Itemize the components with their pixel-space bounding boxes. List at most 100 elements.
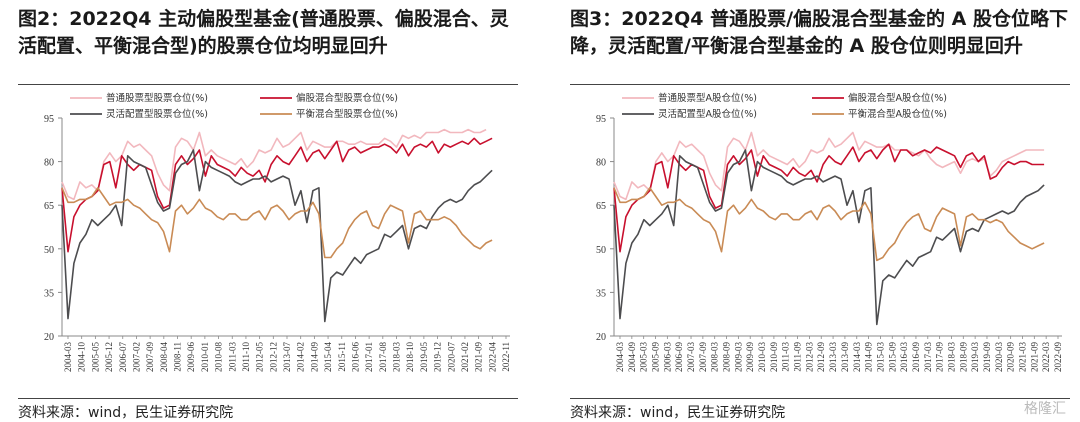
y-tick-label: 95 [44, 114, 54, 125]
source-note: 资料来源：wind，民生证券研究院 [18, 405, 234, 421]
x-tick-label: 2020-09 [1006, 342, 1016, 372]
legend-label: 灵活配置型股票仓位(%) [106, 108, 208, 120]
y-tick-label: 65 [44, 201, 54, 212]
x-tick-label: 2012-09 [816, 342, 826, 372]
x-tick-label: 2022-11 [501, 342, 511, 372]
x-tick-label: 2008-11 [173, 342, 183, 372]
x-tick-label: 2012-12 [268, 342, 278, 372]
y-tick-label: 95 [596, 114, 606, 125]
x-tick-label: 2022-04 [487, 342, 497, 372]
x-tick-label: 2015-11 [337, 342, 347, 372]
line-chart: 20 35 50 65 80 95 2004-03 2004-10 2005-05 2005-12… [44, 92, 511, 372]
x-tick-label: 2014-09 [309, 342, 319, 372]
series-line-2 [61, 149, 493, 323]
legend-label: 平衡混合型股票仓位(%) [296, 108, 398, 120]
x-tick-label: 2011-03 [227, 342, 237, 372]
x-tick-label: 2019-09 [982, 342, 992, 372]
x-tick-label: 2021-03 [1017, 342, 1027, 372]
x-tick-label: 2021-09 [474, 342, 484, 372]
watermark: 格隆汇 [1024, 401, 1066, 417]
x-tick-label: 2011-10 [241, 342, 251, 372]
source-divider [18, 398, 518, 399]
x-tick-label: 2020-03 [994, 342, 1004, 372]
x-tick-label: 2009-03 [733, 342, 743, 372]
x-tick-label: 2012-03 [804, 342, 814, 372]
x-tick-label: 2014-03 [852, 342, 862, 372]
source-divider [570, 398, 1070, 399]
x-tick-label: 2021-02 [460, 342, 470, 372]
y-tick-label: 80 [596, 158, 606, 169]
y-tick-label: 80 [44, 158, 54, 169]
x-tick-label: 2017-01 [364, 342, 374, 372]
x-tick-label: 2007-02 [131, 342, 141, 372]
chart-panel-left: 图2：2022Q4 主动偏股型基金(普通股票、偏股混合、灵活配置、平衡混合型)的… [0, 0, 528, 422]
x-tick-label: 2013-03 [828, 342, 838, 372]
x-tick-label: 2019-12 [433, 342, 443, 372]
legend-label: 普通股票型股票仓位(%) [106, 92, 208, 104]
chart-title: 图3：2022Q4 普通股票/偏股混合型基金的 A 股仓位略下降，灵活配置/平衡… [570, 8, 1068, 57]
x-tick-label: 2016-09 [911, 342, 921, 372]
x-tick-label: 2006-03 [662, 342, 672, 372]
series-line-3 [613, 187, 1045, 262]
x-tick-label: 2018-03 [392, 342, 402, 372]
series-line-0 [613, 131, 1045, 201]
y-tick-label: 65 [596, 201, 606, 212]
x-tick-label: 2018-09 [958, 342, 968, 372]
y-tick-label: 35 [596, 288, 606, 299]
x-tick-label: 2012-05 [255, 342, 265, 372]
y-tick-label: 20 [44, 332, 54, 343]
series-line-3 [61, 187, 493, 259]
x-tick-label: 2005-05 [90, 342, 100, 372]
x-tick-label: 2011-03 [781, 342, 791, 372]
x-tick-label: 2006-09 [674, 342, 684, 372]
legend-label: 偏股混合型股票仓位(%) [296, 92, 398, 104]
x-tick-label: 2010-01 [200, 342, 210, 372]
x-tick-label: 2010-09 [769, 342, 779, 372]
x-tick-label: 2004-03 [63, 342, 73, 372]
x-tick-label: 2020-07 [446, 342, 456, 372]
x-tick-label: 2013-07 [282, 342, 292, 372]
title-divider [570, 84, 1070, 85]
x-tick-label: 2015-09 [887, 342, 897, 372]
x-tick-label: 2010-08 [214, 342, 224, 372]
x-tick-label: 2006-07 [118, 342, 128, 372]
legend-label: 平衡混合型A股仓位(%) [848, 108, 947, 120]
x-tick-label: 2008-09 [722, 342, 732, 372]
x-tick-label: 2017-08 [378, 342, 388, 372]
x-tick-label: 2014-09 [864, 342, 874, 372]
x-tick-label: 2021-09 [1029, 342, 1039, 372]
legend-label: 普通股票型A股仓位(%) [658, 92, 757, 104]
x-tick-label: 2005-03 [639, 342, 649, 372]
x-tick-label: 2007-09 [698, 342, 708, 372]
y-tick-label: 20 [596, 332, 606, 343]
x-tick-label: 2005-09 [651, 342, 661, 372]
title-divider [18, 84, 518, 85]
x-tick-label: 2004-10 [77, 342, 87, 372]
legend-label: 灵活配置型A股仓位(%) [658, 108, 757, 120]
x-tick-label: 2022-09 [1053, 342, 1063, 372]
x-tick-label: 2008-04 [159, 342, 169, 372]
series-line-1 [613, 143, 1045, 253]
x-tick-label: 2007-03 [686, 342, 696, 372]
x-tick-label: 2010-03 [757, 342, 767, 372]
x-tick-label: 2009-06 [186, 342, 196, 372]
chart-panel-right: 图3：2022Q4 普通股票/偏股混合型基金的 A 股仓位略下降，灵活配置/平衡… [552, 0, 1080, 422]
x-tick-label: 2014-02 [296, 342, 306, 372]
x-tick-label: 2015-04 [323, 342, 333, 372]
x-tick-label: 2018-03 [946, 342, 956, 372]
x-tick-label: 2008-03 [710, 342, 720, 372]
chart-title: 图2：2022Q4 主动偏股型基金(普通股票、偏股混合、灵活配置、平衡混合型)的… [18, 8, 509, 57]
x-tick-label: 2005-12 [104, 342, 114, 372]
x-tick-label: 2004-03 [615, 342, 625, 372]
x-tick-label: 2019-03 [970, 342, 980, 372]
x-tick-label: 2022-03 [1041, 342, 1051, 372]
y-tick-label: 35 [44, 288, 54, 299]
x-tick-label: 2009-09 [745, 342, 755, 372]
x-tick-label: 2013-09 [840, 342, 850, 372]
series-line-1 [61, 137, 493, 253]
x-tick-label: 2016-03 [899, 342, 909, 372]
legend-label: 偏股混合型A股仓位(%) [848, 92, 947, 104]
x-tick-label: 2015-03 [875, 342, 885, 372]
y-tick-label: 50 [596, 245, 606, 256]
source-note: 资料来源：wind，民生证券研究院 [570, 405, 786, 421]
